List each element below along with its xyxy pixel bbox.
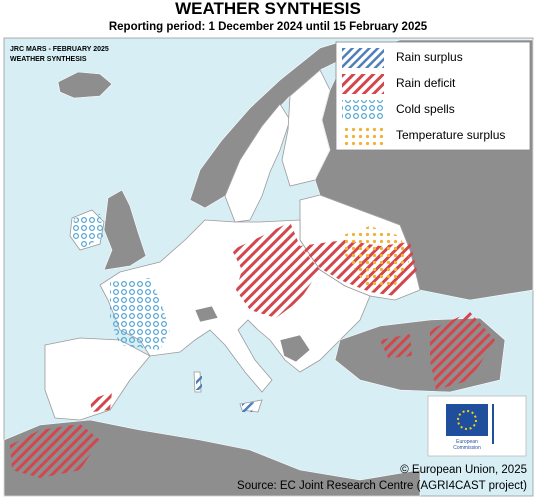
title: WEATHER SYNTHESIS bbox=[175, 0, 361, 18]
legend-label: Rain surplus bbox=[396, 50, 463, 64]
legend-label: Cold spells bbox=[396, 102, 455, 116]
legend-label: Temperature surplus bbox=[396, 128, 505, 142]
legend-label: Rain deficit bbox=[396, 76, 456, 90]
logo: European Commission bbox=[427, 395, 527, 457]
source: Source: EC Joint Research Centre (AGRI4C… bbox=[237, 480, 527, 492]
logo-text: Commission bbox=[453, 445, 481, 451]
map-label: JRC MARS - FEBRUARY 2025 bbox=[10, 46, 109, 53]
legend: Rain surplus Rain deficit Cold spells Te… bbox=[335, 41, 531, 151]
subtitle: Reporting period: 1 December 2024 until … bbox=[109, 21, 428, 33]
logo-text: European bbox=[456, 439, 478, 445]
map-label: WEATHER SYNTHESIS bbox=[10, 56, 87, 63]
copyright: © European Union, 2025 bbox=[400, 464, 527, 476]
